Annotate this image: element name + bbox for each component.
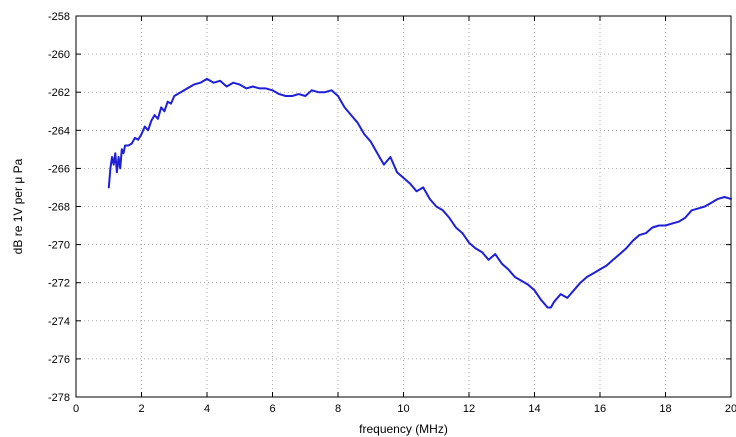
x-tick-label: 20 [725, 403, 736, 415]
y-tick-label: -276 [48, 354, 70, 366]
y-tick-label: -260 [48, 49, 70, 61]
x-tick-label: 4 [204, 403, 210, 415]
y-tick-label: -264 [48, 125, 70, 137]
y-tick-label: -278 [48, 392, 70, 404]
y-tick-label: -258 [48, 11, 70, 23]
y-tick-label: -266 [48, 163, 70, 175]
x-tick-label: 0 [73, 403, 79, 415]
x-tick-label: 18 [659, 403, 671, 415]
y-tick-label: -270 [48, 240, 70, 252]
series-line [107, 77, 732, 309]
plot-frame [75, 15, 732, 398]
y-tick-label: -274 [48, 316, 70, 328]
y-tick-label: -272 [48, 278, 70, 290]
x-tick-label: 10 [397, 403, 409, 415]
x-axis-label: frequency (MHz) [359, 422, 448, 436]
gridlines [76, 16, 731, 397]
tick-labels: 0 2 4 6 8 10 12 14 16 18 20 -278 -276 -274 -272 -270 -26… [48, 11, 736, 415]
x-tick-label: 12 [463, 403, 475, 415]
x-tick-label: 8 [335, 403, 341, 415]
y-tick-label: -268 [48, 202, 70, 214]
series-layer [107, 77, 732, 309]
x-tick-label: 16 [594, 403, 606, 415]
x-tick-label: 2 [138, 403, 144, 415]
y-axis-label: dB re 1V per μ Pa [11, 158, 25, 254]
x-tick-label: 14 [528, 403, 540, 415]
y-tick-label: -262 [48, 87, 70, 99]
x-tick-label: 6 [269, 403, 275, 415]
